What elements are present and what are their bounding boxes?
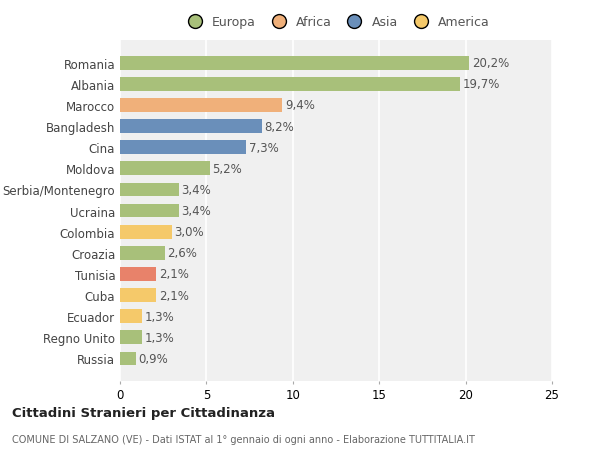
Text: 9,4%: 9,4% bbox=[285, 99, 315, 112]
Text: 7,3%: 7,3% bbox=[249, 141, 278, 154]
Bar bbox=[120, 352, 136, 365]
Bar bbox=[120, 99, 283, 112]
Bar bbox=[120, 268, 156, 281]
Text: 1,3%: 1,3% bbox=[145, 331, 175, 344]
Bar bbox=[120, 183, 179, 197]
Legend: Europa, Africa, Asia, America: Europa, Africa, Asia, America bbox=[179, 14, 493, 32]
Text: 2,1%: 2,1% bbox=[159, 289, 189, 302]
Text: 3,4%: 3,4% bbox=[181, 184, 211, 196]
Bar bbox=[120, 225, 172, 239]
Bar bbox=[120, 289, 156, 302]
Bar bbox=[120, 141, 246, 155]
Text: 5,2%: 5,2% bbox=[212, 162, 242, 175]
Text: Cittadini Stranieri per Cittadinanza: Cittadini Stranieri per Cittadinanza bbox=[12, 406, 275, 419]
Bar bbox=[120, 120, 262, 134]
Text: 2,6%: 2,6% bbox=[167, 247, 197, 260]
Text: 20,2%: 20,2% bbox=[472, 57, 509, 70]
Text: COMUNE DI SALZANO (VE) - Dati ISTAT al 1° gennaio di ogni anno - Elaborazione TU: COMUNE DI SALZANO (VE) - Dati ISTAT al 1… bbox=[12, 434, 475, 444]
Bar bbox=[120, 310, 142, 324]
Text: 0,9%: 0,9% bbox=[138, 352, 168, 365]
Bar bbox=[120, 57, 469, 70]
Text: 19,7%: 19,7% bbox=[463, 78, 500, 91]
Text: 3,4%: 3,4% bbox=[181, 205, 211, 218]
Text: 8,2%: 8,2% bbox=[264, 120, 294, 133]
Bar bbox=[120, 204, 179, 218]
Text: 3,0%: 3,0% bbox=[175, 226, 204, 239]
Bar bbox=[120, 162, 210, 176]
Bar bbox=[120, 331, 142, 344]
Bar bbox=[120, 246, 165, 260]
Bar bbox=[120, 78, 460, 91]
Text: 1,3%: 1,3% bbox=[145, 310, 175, 323]
Text: 2,1%: 2,1% bbox=[159, 268, 189, 281]
